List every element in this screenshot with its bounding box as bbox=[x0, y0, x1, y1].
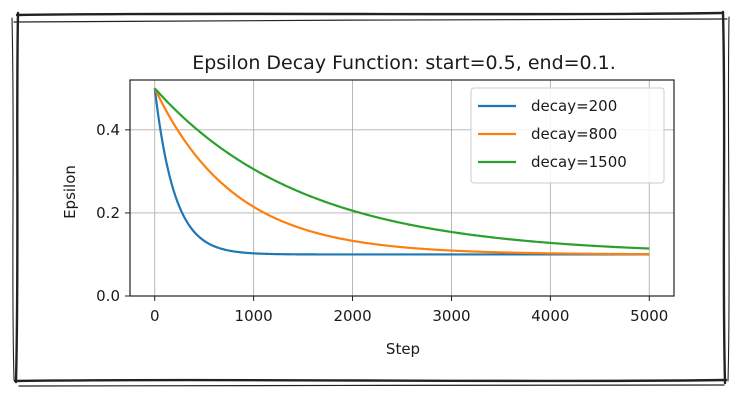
y-axis: 0.0 0.2 0.4 bbox=[96, 121, 130, 305]
legend-label: decay=200 bbox=[531, 97, 617, 115]
series-line bbox=[153, 87, 650, 250]
chart-title: Epsilon Decay Function: start=0.5, end=0… bbox=[192, 52, 616, 74]
y-tick-label: 0.0 bbox=[96, 287, 120, 305]
x-tick-label: 4000 bbox=[531, 307, 569, 325]
series-line bbox=[153, 87, 650, 256]
x-tick-label: 1000 bbox=[235, 307, 273, 325]
legend-box bbox=[470, 87, 665, 184]
x-axis: 0 1000 2000 3000 4000 5000 bbox=[150, 296, 668, 325]
x-tick-label: 2000 bbox=[333, 307, 371, 325]
legend-label: decay=800 bbox=[531, 125, 617, 143]
legend: decay=200 decay=800 decay=1500 bbox=[470, 87, 665, 184]
x-axis-label: Step bbox=[386, 340, 420, 358]
y-tick-label: 0.4 bbox=[96, 121, 120, 139]
legend-label: decay=1500 bbox=[531, 153, 627, 171]
y-axis-label: Epsilon bbox=[61, 165, 79, 219]
sketch-frame bbox=[11, 10, 730, 387]
x-tick-label: 0 bbox=[150, 307, 160, 325]
series-lines bbox=[153, 87, 650, 256]
plot-area bbox=[129, 79, 675, 297]
y-tick-label: 0.2 bbox=[96, 204, 120, 222]
x-tick-label: 5000 bbox=[630, 307, 668, 325]
x-tick-label: 3000 bbox=[432, 307, 470, 325]
